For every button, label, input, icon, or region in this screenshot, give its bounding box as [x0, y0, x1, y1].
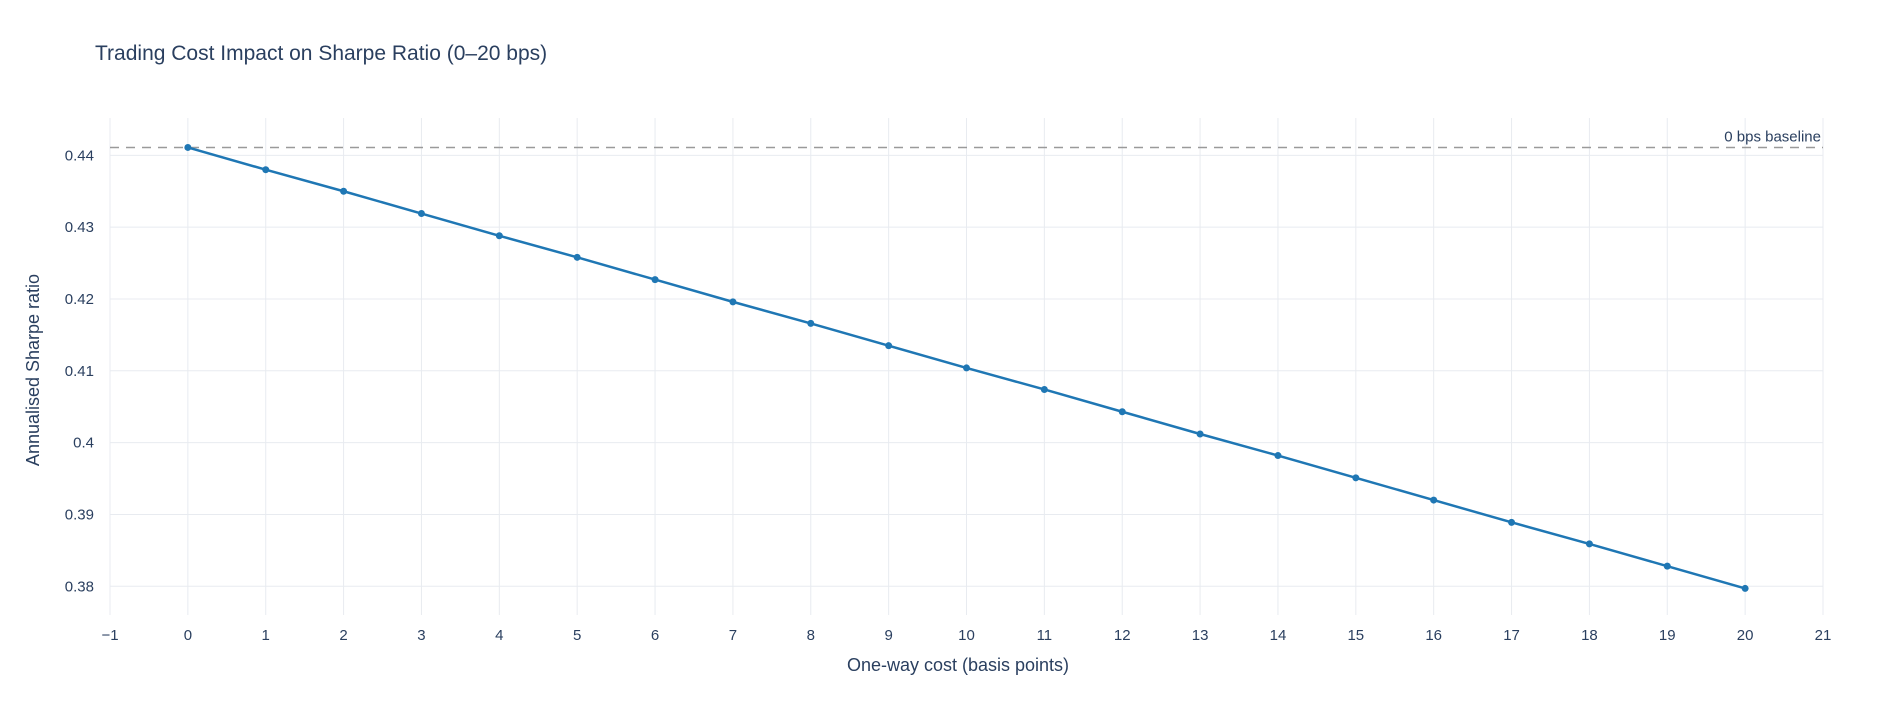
data-point[interactable]: [1352, 474, 1360, 482]
x-tick-label: 8: [807, 627, 815, 644]
y-axis-title: Annualised Sharpe ratio: [23, 274, 43, 466]
data-point[interactable]: [495, 232, 503, 240]
data-point[interactable]: [729, 298, 737, 306]
x-tick-label: 4: [495, 627, 503, 644]
x-tick-label: 12: [1114, 627, 1131, 644]
chart-title: Trading Cost Impact on Sharpe Ratio (0–2…: [95, 42, 547, 65]
x-tick-label: 17: [1503, 627, 1520, 644]
baseline-label: 0 bps baseline: [1724, 128, 1821, 145]
series-layer: [184, 143, 1749, 592]
x-tick-label: −1: [101, 627, 118, 644]
data-point[interactable]: [651, 276, 659, 284]
baseline-layer: 0 bps baseline: [110, 128, 1823, 149]
data-point[interactable]: [1196, 430, 1204, 438]
x-axis-title: One-way cost (basis points): [847, 655, 1069, 675]
x-tick-label: 15: [1347, 627, 1364, 644]
y-tick-label: 0.39: [65, 506, 94, 523]
data-point[interactable]: [885, 342, 893, 350]
y-tick-label: 0.41: [65, 363, 94, 380]
x-tick-label: 14: [1270, 627, 1287, 644]
x-tick-label: 13: [1192, 627, 1209, 644]
x-tick-label: 19: [1659, 627, 1676, 644]
data-point[interactable]: [417, 210, 425, 218]
data-point[interactable]: [807, 319, 815, 327]
y-tick-label: 0.38: [65, 578, 94, 595]
x-tick-label: 18: [1581, 627, 1598, 644]
x-axis-ticks: −1 0 1 2 3 4 5 6 7 8 9 10 11 12 13 14 15 16 17 18 19 20 21: [101, 627, 1831, 644]
y-tick-label: 0.44: [65, 147, 94, 164]
data-point[interactable]: [573, 253, 581, 261]
data-point[interactable]: [1585, 540, 1593, 548]
x-tick-label: 11: [1037, 627, 1053, 644]
x-tick-label: 2: [339, 627, 347, 644]
data-point[interactable]: [184, 143, 192, 151]
x-tick-label: 10: [958, 627, 975, 644]
x-tick-label: 0: [184, 627, 192, 644]
data-point[interactable]: [340, 187, 348, 195]
x-tick-label: 6: [651, 627, 659, 644]
y-tick-label: 0.43: [65, 219, 94, 236]
y-tick-label: 0.4: [73, 435, 94, 452]
data-point[interactable]: [1663, 562, 1671, 570]
data-point[interactable]: [963, 364, 970, 372]
x-tick-label: 7: [729, 627, 737, 644]
y-tick-label: 0.42: [65, 291, 94, 308]
data-point[interactable]: [262, 166, 270, 174]
grid-layer: [109, 118, 1824, 615]
x-tick-label: 3: [417, 627, 425, 644]
x-tick-label: 20: [1737, 627, 1754, 644]
data-point[interactable]: [1508, 518, 1516, 526]
y-axis-ticks: 0.38 0.39 0.4 0.41 0.42 0.43 0.44: [65, 147, 94, 595]
data-point[interactable]: [1430, 496, 1438, 504]
x-tick-label: 5: [573, 627, 581, 644]
x-tick-label: 9: [884, 627, 892, 644]
x-tick-label: 16: [1425, 627, 1442, 644]
data-point[interactable]: [1040, 385, 1048, 393]
data-point[interactable]: [1274, 452, 1282, 460]
x-tick-label: 21: [1815, 627, 1832, 644]
x-tick-label: 1: [262, 627, 270, 644]
data-point[interactable]: [1741, 584, 1749, 592]
data-point[interactable]: [1118, 408, 1126, 416]
